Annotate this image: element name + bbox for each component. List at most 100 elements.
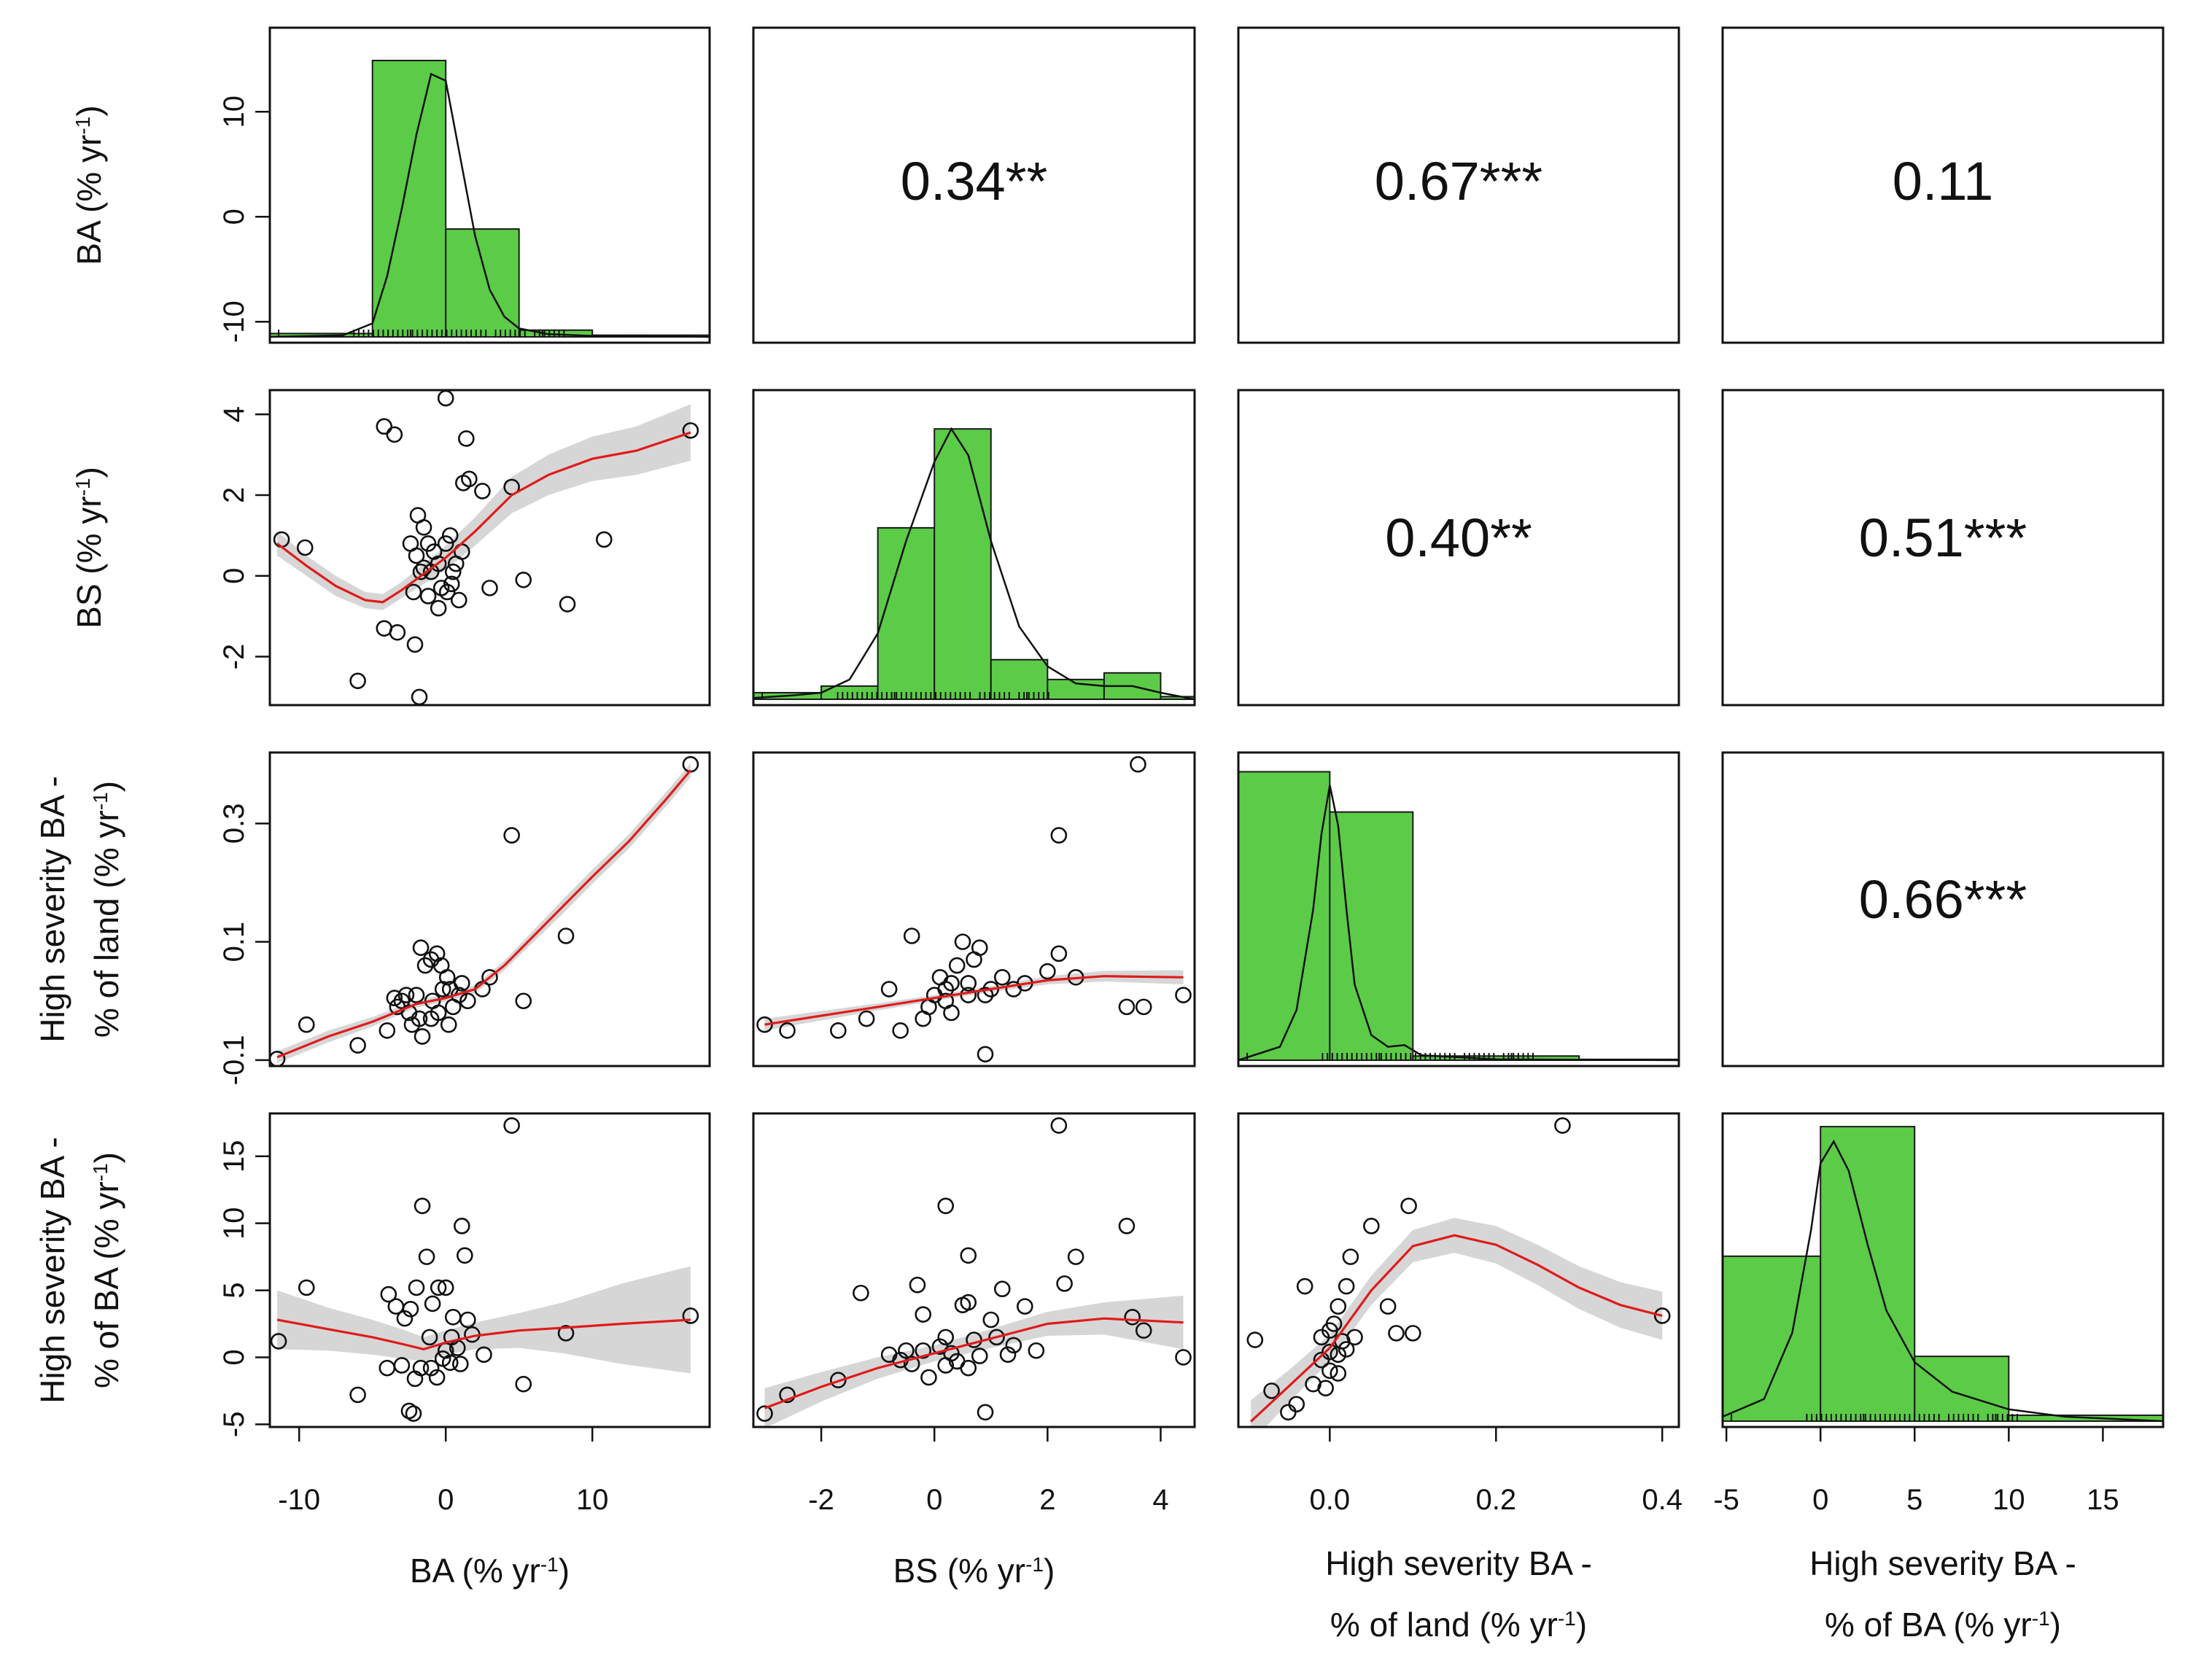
scatter-point <box>1056 1275 1073 1292</box>
scatter-point <box>1288 1396 1305 1413</box>
scatter-point <box>424 1295 441 1312</box>
y-axis-row-3: -5 0 5 10 15 High severity BA - % of BA (% yr-… <box>34 1137 271 1438</box>
scatter-point <box>349 1037 366 1054</box>
scatter-point <box>418 1248 435 1265</box>
x-tick-label: -5 <box>1713 1484 1739 1516</box>
scatter-point <box>1050 1117 1068 1134</box>
scatter-points <box>756 1117 1192 1422</box>
scatter-point <box>503 827 520 844</box>
scatter-point <box>779 1022 796 1039</box>
scatter-points <box>273 390 699 705</box>
scatter-point <box>451 1356 469 1372</box>
x-tick-label: 0 <box>1812 1484 1828 1516</box>
panel-frame <box>268 1112 711 1428</box>
scatter-point <box>438 969 456 986</box>
scatter-point <box>830 1372 847 1388</box>
x-tick-label: -2 <box>808 1484 834 1516</box>
scatter-point <box>437 1279 454 1296</box>
scatter-point <box>1338 1341 1355 1358</box>
scatter-point <box>779 1386 796 1404</box>
histogram-bar <box>1914 1356 2010 1423</box>
panel-r0-c1: 0.34** <box>752 26 1196 344</box>
scatter-point <box>1363 1218 1380 1234</box>
scatter-point <box>425 543 443 560</box>
y-axis-row-0: -10 0 10 BA (% yr-1) <box>70 96 271 343</box>
scatter-point <box>1346 1329 1363 1346</box>
x-tick-label: 2 <box>1039 1484 1055 1516</box>
panel-r3-c2 <box>1237 1112 1680 1428</box>
y-axis-title: % of BA (% yr-1) <box>88 1152 125 1388</box>
panel-frame <box>752 389 1196 707</box>
scatter-point <box>937 1329 955 1346</box>
scatter-point <box>434 981 451 998</box>
scatter-point <box>1005 1337 1022 1354</box>
scatter-point <box>515 1375 532 1393</box>
x-tick-label: 10 <box>576 1484 609 1516</box>
scatter-point <box>397 987 415 1003</box>
x-tick-label: 0.4 <box>1642 1484 1683 1516</box>
scatter-point <box>454 975 470 992</box>
panel-r2-c0 <box>268 751 711 1068</box>
panel-r1-c0 <box>268 389 711 707</box>
panel-r2-c1 <box>752 751 1196 1068</box>
histogram-bar <box>877 526 936 700</box>
scatter-point <box>993 969 1011 986</box>
y-tick-label: -10 <box>218 300 250 343</box>
scatter-point <box>960 1359 977 1377</box>
scatter-point <box>1653 1307 1671 1324</box>
y-tick-label: 10 <box>218 1207 250 1240</box>
scatter-point <box>412 939 430 957</box>
scatter-point <box>1017 1298 1033 1315</box>
scatter-point <box>414 1028 431 1045</box>
density-line <box>753 427 1195 701</box>
scatter-point <box>408 987 425 1003</box>
scatter-point <box>376 418 393 435</box>
scatter-point <box>1050 945 1068 962</box>
scatter-point <box>977 1404 994 1421</box>
y-tick-label: 0.1 <box>218 922 250 962</box>
scatter-point <box>1135 998 1152 1016</box>
y-tick-label: 0.3 <box>218 804 250 844</box>
scatter-point <box>960 1247 977 1264</box>
scatter-point <box>515 572 532 588</box>
scatter-point <box>400 1402 418 1420</box>
scatter-point <box>915 1342 931 1359</box>
y-axis-title: High severity BA - <box>34 776 71 1043</box>
scatter-point <box>1135 1322 1152 1339</box>
scatter-point <box>1175 987 1192 1003</box>
scatter-point <box>1118 1218 1136 1234</box>
y-tick-label: 5 <box>218 1282 250 1298</box>
scatter-point <box>1039 962 1056 980</box>
scatter-point <box>476 1346 492 1364</box>
x-axis-title: BS (% yr-1) <box>893 1552 1055 1590</box>
scatter-point <box>1263 1382 1280 1399</box>
scatter-point <box>1028 1342 1045 1359</box>
panel-r2-c3: 0.66*** <box>1721 751 2165 1068</box>
y-tick-label: -5 <box>218 1412 250 1438</box>
scatter-point <box>999 1346 1017 1364</box>
panel-frame <box>1237 26 1680 344</box>
correlation-value: 0.66*** <box>1859 869 2027 930</box>
x-tick-label: 0 <box>438 1484 454 1516</box>
scatter-points <box>1246 1117 1671 1421</box>
scatter-point <box>971 939 988 957</box>
scatter-point <box>461 470 478 488</box>
scatter-point <box>557 1325 575 1342</box>
scatter-point <box>1067 1248 1084 1265</box>
x-tick-label: 0.0 <box>1310 1484 1351 1516</box>
y-axis-row-1: -2 0 2 4 BS (% yr-1) <box>70 406 271 669</box>
histogram-bar <box>1329 811 1414 1061</box>
scatter-point <box>474 483 491 499</box>
confidence-band <box>1251 1218 1663 1427</box>
y-tick-label: 0 <box>218 568 250 584</box>
scatter-point <box>898 1342 915 1359</box>
scatter-point <box>481 580 498 596</box>
scatter-point <box>988 1329 1005 1346</box>
scatter-point <box>682 422 699 439</box>
panel-content <box>1723 1126 2163 1423</box>
x-axis-title: BA (% yr-1) <box>410 1552 570 1590</box>
scatter-point <box>450 591 467 609</box>
correlation-value: 0.40** <box>1385 508 1532 568</box>
scatter-point <box>379 1022 396 1039</box>
